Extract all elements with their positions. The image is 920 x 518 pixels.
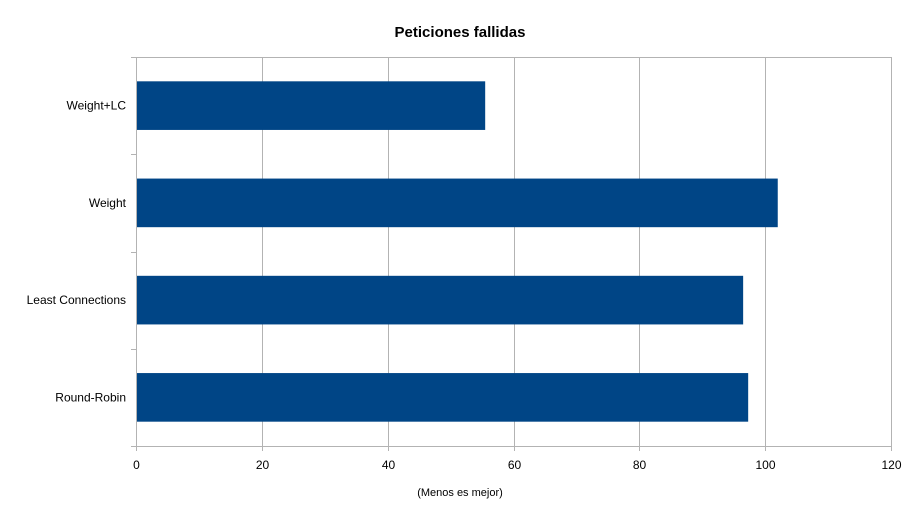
x-tick-label: 120 (881, 458, 901, 472)
bar (137, 81, 486, 130)
y-category-label: Weight+LC (67, 99, 127, 113)
x-axis-title: (Menos es mejor) (417, 487, 503, 499)
x-tick-label: 20 (256, 458, 270, 472)
x-tick-label: 80 (633, 458, 647, 472)
x-tick-label: 60 (508, 458, 522, 472)
plot-area: 0 20 40 60 80 100 120 Weight+LC Weight Least Conn… (27, 57, 902, 472)
x-tick-label: 40 (382, 458, 396, 472)
bar (137, 373, 749, 422)
chart-title: Peticiones fallidas (395, 24, 526, 41)
bar (137, 275, 744, 325)
x-tick-label: 100 (755, 458, 775, 472)
x-tick-label: 0 (133, 458, 140, 472)
y-category-label: Least Connections (27, 293, 126, 307)
y-category-label: Weight (89, 196, 127, 210)
y-category-label: Round-Robin (55, 390, 126, 404)
bar (137, 178, 778, 228)
